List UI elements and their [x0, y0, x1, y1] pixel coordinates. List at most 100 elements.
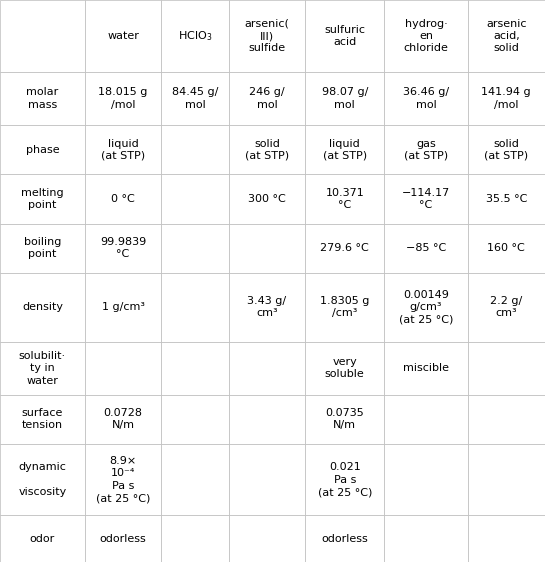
Bar [384, 72, 468, 125]
Text: arsenic(
III)
sulfide: arsenic( III) sulfide [245, 19, 289, 53]
Bar [0, 72, 85, 125]
Bar [305, 174, 384, 224]
Text: 160 °C: 160 °C [487, 243, 525, 253]
Text: 246 g/
mol: 246 g/ mol [249, 88, 285, 110]
Text: −85 °C: −85 °C [406, 243, 446, 253]
Bar [161, 444, 229, 515]
Text: 0.0735
N/m: 0.0735 N/m [325, 408, 364, 430]
Bar [229, 72, 305, 125]
Text: molar
mass: molar mass [26, 88, 58, 110]
Bar [0, 0, 85, 72]
Bar [468, 72, 545, 125]
Bar [305, 395, 384, 444]
Bar [229, 444, 305, 515]
Bar [468, 342, 545, 395]
Bar [85, 444, 161, 515]
Bar [161, 224, 229, 273]
Text: 1.8305 g
/cm³: 1.8305 g /cm³ [320, 296, 370, 319]
Bar [229, 515, 305, 562]
Bar [161, 72, 229, 125]
Text: very
soluble: very soluble [325, 357, 365, 379]
Bar [229, 0, 305, 72]
Bar [384, 515, 468, 562]
Bar [305, 125, 384, 174]
Bar [229, 125, 305, 174]
Text: 2.2 g/
cm³: 2.2 g/ cm³ [490, 296, 523, 319]
Bar [384, 395, 468, 444]
Text: hydrog·
en
chloride: hydrog· en chloride [403, 19, 449, 53]
Bar [161, 342, 229, 395]
Text: arsenic
acid,
solid: arsenic acid, solid [486, 19, 526, 53]
Text: odorless: odorless [322, 534, 368, 543]
Bar [85, 224, 161, 273]
Bar [305, 515, 384, 562]
Bar [0, 273, 85, 342]
Text: −114.17
°C: −114.17 °C [402, 188, 450, 210]
Bar [384, 174, 468, 224]
Bar [468, 395, 545, 444]
Bar [0, 515, 85, 562]
Bar [305, 342, 384, 395]
Bar [305, 0, 384, 72]
Bar [229, 224, 305, 273]
Text: phase: phase [26, 145, 59, 155]
Bar [0, 444, 85, 515]
Bar [85, 0, 161, 72]
Text: 0.00149
g/cm³
(at 25 °C): 0.00149 g/cm³ (at 25 °C) [399, 290, 453, 325]
Bar [85, 342, 161, 395]
Text: liquid
(at STP): liquid (at STP) [101, 139, 145, 161]
Text: 141.94 g
/mol: 141.94 g /mol [481, 88, 531, 110]
Text: gas
(at STP): gas (at STP) [404, 139, 448, 161]
Text: 8.9×
10⁻⁴
Pa s
(at 25 °C): 8.9× 10⁻⁴ Pa s (at 25 °C) [96, 456, 150, 503]
Bar [229, 273, 305, 342]
Text: 18.015 g
/mol: 18.015 g /mol [98, 88, 148, 110]
Text: 279.6 °C: 279.6 °C [320, 243, 369, 253]
Text: density: density [22, 302, 63, 312]
Text: 0.0728
N/m: 0.0728 N/m [104, 408, 143, 430]
Bar [384, 273, 468, 342]
Text: 10.371
°C: 10.371 °C [325, 188, 364, 210]
Text: water: water [107, 31, 139, 41]
Text: 98.07 g/
mol: 98.07 g/ mol [322, 88, 368, 110]
Text: melting
point: melting point [21, 188, 64, 210]
Bar [0, 342, 85, 395]
Text: 1 g/cm³: 1 g/cm³ [101, 302, 144, 312]
Bar [85, 174, 161, 224]
Bar [85, 515, 161, 562]
Bar [161, 273, 229, 342]
Bar [384, 342, 468, 395]
Bar [305, 72, 384, 125]
Bar [85, 273, 161, 342]
Bar [305, 224, 384, 273]
Bar [305, 444, 384, 515]
Text: odorless: odorless [100, 534, 147, 543]
Text: 3.43 g/
cm³: 3.43 g/ cm³ [247, 296, 287, 319]
Text: 300 °C: 300 °C [248, 194, 286, 204]
Bar [229, 395, 305, 444]
Text: solubilit·
ty in
water: solubilit· ty in water [19, 351, 66, 386]
Bar [384, 224, 468, 273]
Text: surface
tension: surface tension [22, 408, 63, 430]
Text: solid
(at STP): solid (at STP) [484, 139, 528, 161]
Bar [468, 224, 545, 273]
Text: 35.5 °C: 35.5 °C [486, 194, 527, 204]
Bar [85, 395, 161, 444]
Text: 99.9839
°C: 99.9839 °C [100, 237, 146, 259]
Text: 0.021
Pa s
(at 25 °C): 0.021 Pa s (at 25 °C) [318, 462, 372, 497]
Text: 84.45 g/
mol: 84.45 g/ mol [172, 88, 218, 110]
Bar [0, 395, 85, 444]
Bar [468, 0, 545, 72]
Text: HClO$_3$: HClO$_3$ [178, 29, 212, 43]
Bar [161, 0, 229, 72]
Bar [0, 224, 85, 273]
Bar [468, 273, 545, 342]
Bar [161, 125, 229, 174]
Bar [85, 125, 161, 174]
Text: miscible: miscible [403, 363, 449, 373]
Bar [0, 174, 85, 224]
Text: sulfuric
acid: sulfuric acid [324, 25, 365, 47]
Bar [0, 125, 85, 174]
Text: liquid
(at STP): liquid (at STP) [323, 139, 367, 161]
Bar [468, 444, 545, 515]
Bar [161, 395, 229, 444]
